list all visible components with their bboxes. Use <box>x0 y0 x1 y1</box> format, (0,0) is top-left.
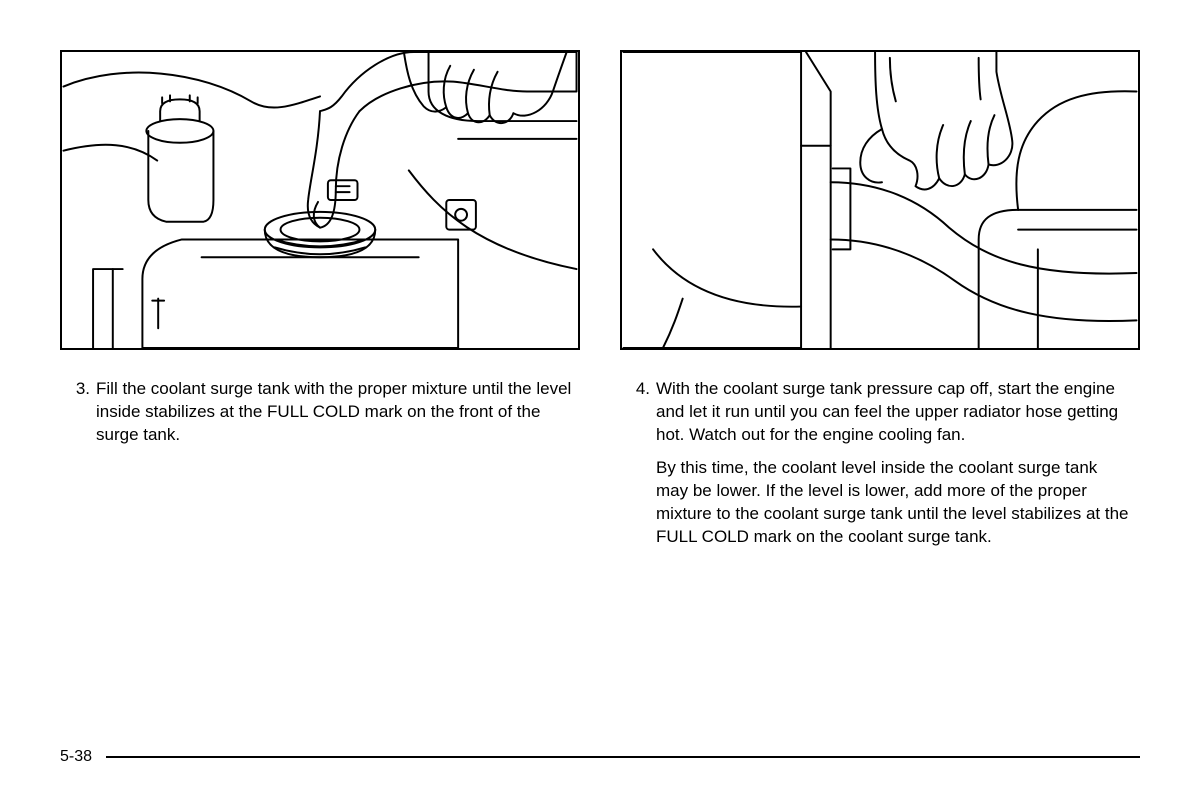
step-3-number: 3. <box>70 378 96 447</box>
illustration-pour-coolant <box>60 50 580 350</box>
footer-rule <box>106 756 1140 758</box>
step-4-number: 4. <box>630 378 656 447</box>
step-3-text: Fill the coolant surge tank with the pro… <box>96 378 574 447</box>
feel-hose-svg <box>622 52 1138 348</box>
step-3: 3. Fill the coolant surge tank with the … <box>60 378 580 457</box>
step-4-text: With the coolant surge tank pressure cap… <box>656 378 1134 447</box>
page-footer: 5-38 <box>60 748 1140 766</box>
right-column: 4. With the coolant surge tank pressure … <box>620 50 1140 549</box>
step-4-extra: By this time, the coolant level inside t… <box>656 457 1134 549</box>
pour-coolant-svg <box>62 52 578 348</box>
illustration-feel-hose <box>620 50 1140 350</box>
step-4: 4. With the coolant surge tank pressure … <box>620 378 1140 549</box>
left-column: 3. Fill the coolant surge tank with the … <box>60 50 580 549</box>
page-number: 5-38 <box>60 748 92 766</box>
content-columns: 3. Fill the coolant surge tank with the … <box>60 50 1140 549</box>
